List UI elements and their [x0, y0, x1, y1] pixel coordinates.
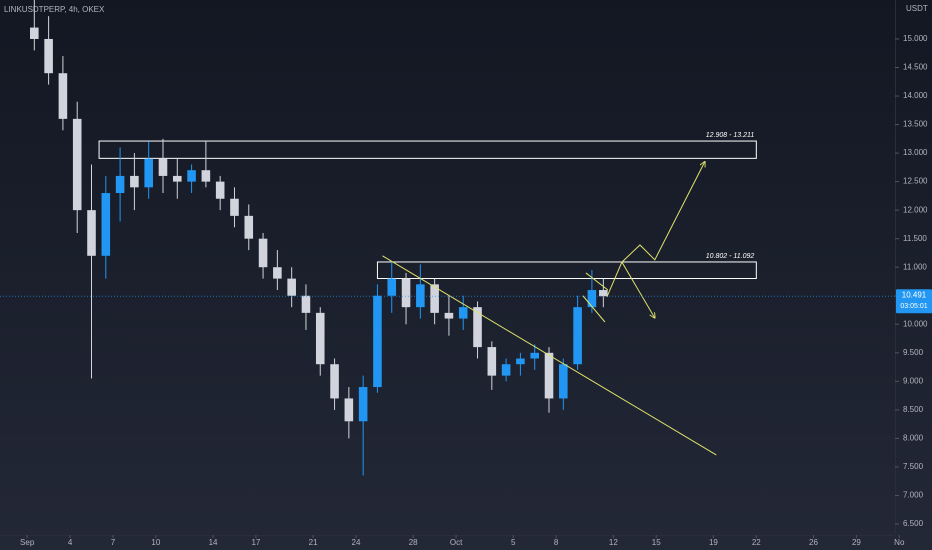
- y-tick-label: 13.500: [903, 120, 928, 129]
- candle-body: [544, 352, 554, 399]
- candle-body: [444, 312, 454, 319]
- candle-body: [30, 27, 39, 39]
- x-tick-label: Oct: [450, 538, 463, 547]
- x-tick-label: 4: [68, 538, 73, 547]
- x-tick-label: 29: [852, 538, 861, 547]
- x-tick-label: Sep: [20, 538, 35, 547]
- y-tick-label: 12.000: [903, 205, 928, 214]
- candle-body: [344, 398, 354, 422]
- drawing-line: [621, 261, 655, 318]
- x-tick-label: 14: [209, 538, 218, 547]
- zone-label: 12.908 - 13.211: [706, 132, 755, 139]
- x-tick-label: 26: [809, 538, 818, 547]
- y-tick-label: 9.000: [903, 376, 924, 385]
- candle-body: [416, 284, 425, 308]
- x-tick-label: 22: [752, 538, 761, 547]
- candle-body: [115, 175, 125, 194]
- candle-body: [301, 295, 311, 313]
- candle-body: [101, 193, 111, 256]
- candle-body: [358, 387, 368, 422]
- candle-body: [273, 267, 282, 279]
- candle-body: [330, 364, 339, 399]
- candle-body: [144, 158, 153, 188]
- candle-body: [287, 278, 296, 296]
- candle-body: [599, 290, 608, 297]
- candle-body: [201, 170, 211, 182]
- y-tick-label: 11.000: [903, 262, 927, 271]
- y-tick-label: 14.500: [903, 63, 928, 72]
- candle-body: [72, 118, 82, 211]
- candle-body: [487, 347, 497, 376]
- candle-body: [530, 352, 540, 359]
- y-tick-label: 8.000: [903, 434, 924, 443]
- countdown-label: 03:05:01: [900, 303, 927, 310]
- drawing-line: [585, 272, 609, 291]
- candle-body: [187, 170, 196, 182]
- candle-body: [130, 175, 139, 188]
- drawing-line: [382, 255, 717, 456]
- y-tick-label: 9.500: [903, 348, 924, 357]
- y-tick-label: 13.000: [903, 148, 928, 157]
- x-tick-label: 19: [709, 538, 718, 547]
- y-tick-label: 15.000: [903, 34, 928, 43]
- y-tick-label: 12.500: [903, 177, 928, 186]
- x-tick-label: 7: [111, 538, 116, 547]
- candle-body: [516, 358, 525, 365]
- x-tick-label: 28: [409, 538, 418, 547]
- candle-body: [87, 210, 96, 256]
- candle-body: [473, 307, 482, 348]
- candle-body: [244, 215, 254, 239]
- y-tick-label: 8.500: [903, 405, 924, 414]
- currency-label: USDT: [906, 4, 928, 13]
- candle-body: [430, 284, 439, 313]
- candle-body: [573, 307, 582, 365]
- candle-body: [172, 175, 182, 182]
- y-tick-label: 6.500: [903, 519, 924, 528]
- last-price-box: [896, 289, 932, 314]
- last-price-label: 10.491: [902, 290, 927, 299]
- x-tick-label: 17: [251, 538, 260, 547]
- candle-body: [587, 290, 597, 308]
- chart-title: LINKUSDTPERP, 4h, OKEX: [4, 5, 105, 14]
- price-zone: [98, 140, 757, 159]
- candle-body: [501, 364, 511, 376]
- y-tick-label: 10.000: [903, 319, 928, 328]
- candle-body: [458, 307, 468, 319]
- drawing-line: [606, 162, 705, 298]
- y-tick-label: 7.500: [903, 462, 924, 471]
- x-tick-label: 12: [609, 538, 618, 547]
- y-tick-label: 14.000: [903, 91, 928, 100]
- x-tick-label: 24: [352, 538, 361, 547]
- candle-body: [258, 238, 268, 268]
- x-tick-label: 8: [554, 538, 559, 547]
- candle-body: [158, 158, 168, 176]
- candle-body: [373, 295, 382, 388]
- y-tick-label: 7.000: [903, 491, 924, 500]
- x-tick-label: 15: [652, 538, 661, 547]
- candle-body: [230, 198, 239, 216]
- candle-body: [387, 278, 397, 296]
- candle-body: [315, 312, 325, 365]
- y-tick-label: 11.500: [903, 234, 927, 243]
- zone-label: 10.802 - 11.092: [706, 253, 755, 260]
- x-tick-label: No: [894, 538, 905, 547]
- candle-body: [58, 73, 68, 119]
- candle-body: [559, 364, 568, 399]
- candle-body: [401, 278, 411, 308]
- x-tick-label: 5: [511, 538, 516, 547]
- drawing-line: [582, 295, 606, 323]
- x-tick-label: 21: [309, 538, 318, 547]
- candle-body: [215, 181, 225, 199]
- x-tick-label: 10: [151, 538, 160, 547]
- price-zone: [376, 261, 757, 280]
- candle-body: [44, 38, 53, 74]
